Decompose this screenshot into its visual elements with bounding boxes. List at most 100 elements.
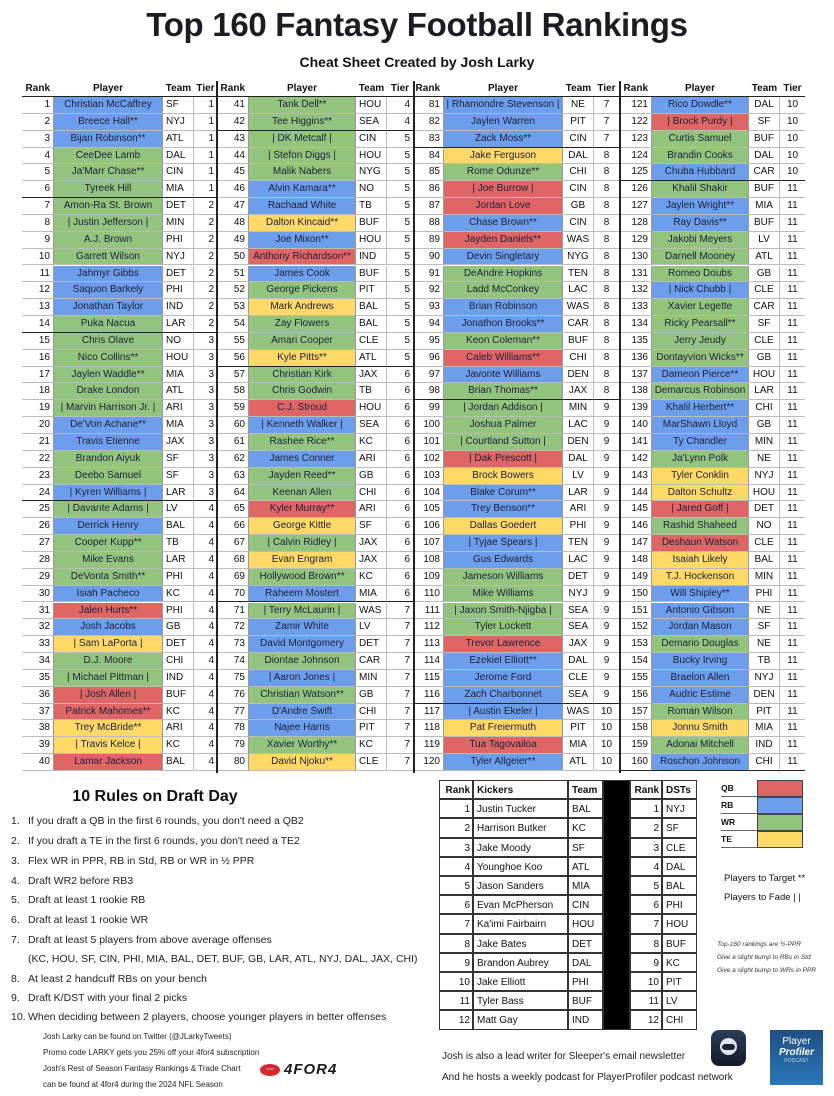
dst-cell: CLE xyxy=(662,837,697,857)
credit-line: Josh Larky can be found on Twitter (@JLa… xyxy=(43,1032,232,1041)
player-team: GB xyxy=(563,198,594,215)
player-team: DEN xyxy=(563,434,594,451)
player-rank: 94 xyxy=(415,316,443,333)
player-tier: 2 xyxy=(194,316,217,333)
column-header-team: Team xyxy=(163,81,194,97)
player-tier: 10 xyxy=(780,114,805,131)
player-tier: 11 xyxy=(780,586,805,603)
player-rank: 52 xyxy=(218,282,248,300)
player-tier: 6 xyxy=(387,400,413,418)
column-header-rank: Rank xyxy=(415,81,443,97)
player-team: ARI xyxy=(163,400,194,418)
player-rank: 103 xyxy=(415,468,443,485)
player-tier: 9 xyxy=(594,653,619,670)
player-rank: 99 xyxy=(415,400,443,418)
player-team: PIT xyxy=(356,720,387,738)
player-name: Raheem Mostert xyxy=(248,585,356,603)
player-team: NYJ xyxy=(163,113,194,131)
column-header-player: Player xyxy=(443,81,563,97)
page-title: Top 160 Fantasy Football Rankings xyxy=(146,6,688,43)
player-tier: 1 xyxy=(194,131,217,148)
player-rank: 46 xyxy=(218,181,248,199)
player-team: BAL xyxy=(356,299,387,317)
player-team: IND xyxy=(749,737,780,755)
player-rank: 117 xyxy=(415,704,443,721)
player-tier: 4 xyxy=(194,518,217,536)
player-team: GB xyxy=(356,467,387,485)
player-rank: 113 xyxy=(415,636,443,654)
player-tier: 5 xyxy=(387,282,413,300)
player-rank: 17 xyxy=(22,367,53,384)
player-name: | Rhamondre Stevenson | xyxy=(443,97,563,114)
player-tier: 6 xyxy=(387,518,413,536)
player-tier: 8 xyxy=(594,215,619,232)
rule-item: 10. When deciding between 2 players, choo… xyxy=(11,1011,386,1023)
legend-swatch-te xyxy=(757,831,803,848)
player-tier: 11 xyxy=(780,720,805,738)
kicker-cell: 7 xyxy=(439,914,473,934)
player-name: Darnell Mooney xyxy=(651,248,749,266)
dst-cell: 2 xyxy=(630,818,662,838)
player-rank: 58 xyxy=(218,383,248,401)
player-rank: 23 xyxy=(22,468,53,485)
player-tier: 11 xyxy=(780,282,805,300)
player-tier: 4 xyxy=(387,97,413,114)
dst-cell: 12 xyxy=(630,1010,662,1030)
player-tier: 3 xyxy=(194,367,217,384)
player-tier: 4 xyxy=(194,653,217,670)
player-name: | Nick Chubb | xyxy=(651,282,749,300)
player-team: NYJ xyxy=(749,669,780,687)
player-name: Christian Kirk xyxy=(248,366,356,384)
player-team: LAR xyxy=(563,484,594,502)
player-team: BUF xyxy=(163,686,194,704)
player-rank: 109 xyxy=(415,569,443,586)
player-tier: 11 xyxy=(780,350,805,367)
player-name: Chase Brown** xyxy=(443,214,563,232)
player-rank: 45 xyxy=(218,164,248,182)
player-tier: 4 xyxy=(194,552,217,569)
kicker-cell: 5 xyxy=(439,876,473,896)
player-team: DET xyxy=(563,568,594,586)
player-tier: 9 xyxy=(594,586,619,603)
rule-text: Draft at least 5 players from above aver… xyxy=(28,934,272,946)
player-tier: 6 xyxy=(387,586,413,603)
player-name: Jonathon Brooks** xyxy=(443,316,563,333)
player-team: LV xyxy=(563,467,594,485)
player-team: KC xyxy=(356,434,387,451)
player-name: James Conner xyxy=(248,450,356,468)
player-team: SF xyxy=(163,97,194,114)
legend-label-rb: RB xyxy=(721,797,757,814)
rule-text: Draft at least 1 rookie WR xyxy=(28,914,149,926)
player-team: BUF xyxy=(356,214,387,232)
player-name: Drake London xyxy=(53,383,163,401)
player-team: NE xyxy=(749,450,780,468)
player-team: CHI xyxy=(563,164,594,182)
player-team: MIN xyxy=(749,434,780,451)
player-name: Xavier Legette xyxy=(651,299,749,317)
player-rank: 143 xyxy=(621,468,651,485)
kicker-cell: Younghoe Koo xyxy=(473,856,568,876)
player-team: LAC xyxy=(563,417,594,434)
player-name: Jaylen Waddle** xyxy=(53,366,163,384)
player-name: Josh Jacobs xyxy=(53,619,163,637)
player-name: | Aaron Jones | xyxy=(248,669,356,687)
dst-cell: 9 xyxy=(630,952,662,972)
player-name: Christian McCaffrey xyxy=(53,97,163,114)
player-rank: 43 xyxy=(218,131,248,148)
player-name: Puka Nacua xyxy=(53,316,163,333)
player-rank: 159 xyxy=(621,737,651,755)
player-tier: 7 xyxy=(594,97,619,114)
player-tier: 11 xyxy=(780,670,805,687)
player-tier: 7 xyxy=(387,603,413,620)
player-name: | Josh Allen | xyxy=(53,686,163,704)
player-tier: 5 xyxy=(387,316,413,333)
player-rank: 151 xyxy=(621,603,651,620)
player-name: Jakobi Meyers xyxy=(651,231,749,249)
player-team: CAR xyxy=(356,653,387,670)
playerprofiler-podcast-logo: Player Profiler PODCAST xyxy=(770,1030,823,1085)
player-team: MIA xyxy=(749,720,780,738)
player-tier: 7 xyxy=(387,737,413,755)
player-rank: 123 xyxy=(621,131,651,148)
player-team: SEA xyxy=(356,113,387,131)
player-tier: 11 xyxy=(780,266,805,283)
